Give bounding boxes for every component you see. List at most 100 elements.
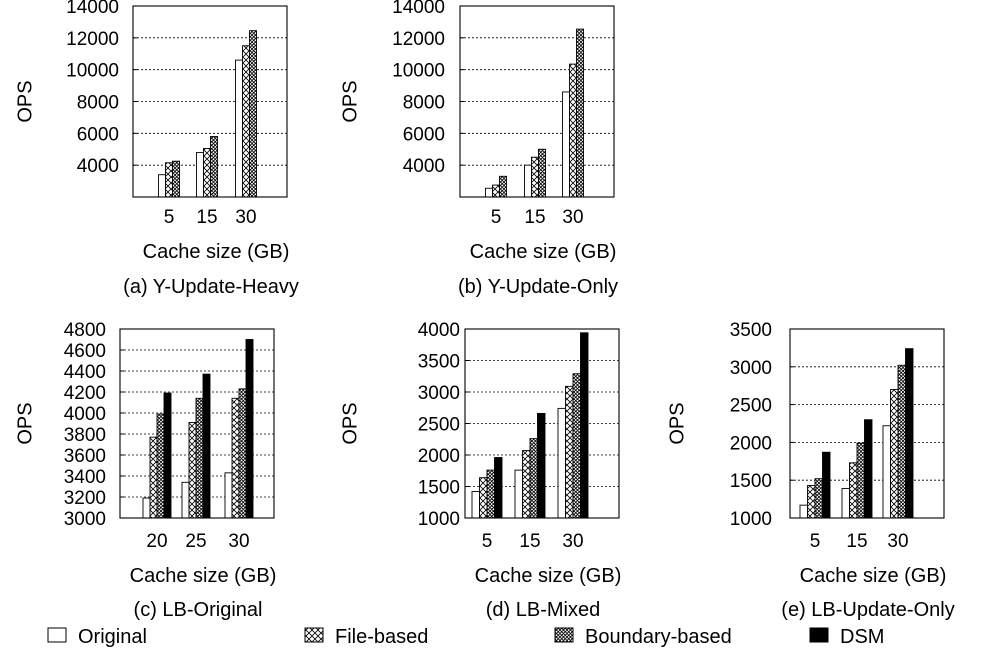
x-tick-label: 5 (482, 531, 493, 552)
x-tick-label: 30 (228, 531, 249, 552)
bar-boundary-based-15 (529, 438, 538, 519)
bar-boundary-based-30 (897, 364, 906, 519)
bar-original-5 (158, 174, 166, 198)
bar-file-based-30 (569, 63, 577, 198)
bar-file-based-30 (565, 385, 574, 519)
bar-boundary-based-15 (210, 136, 218, 198)
bar-dsm-5 (494, 457, 503, 519)
x-tick-label: 5 (491, 207, 502, 228)
y-tick-label: 2000 (730, 433, 772, 454)
y-axis-label: OPS (339, 80, 361, 122)
y-tick-label: 3000 (730, 358, 772, 379)
y-tick-label: 4000 (418, 320, 460, 341)
bar-dsm-25 (202, 373, 211, 519)
y-tick-label: 14000 (392, 0, 445, 18)
bar-original-5 (471, 491, 480, 519)
y-tick-label: 4600 (64, 341, 106, 362)
bar-original-30 (224, 472, 233, 519)
legend-item-dsm: DSM (809, 626, 884, 648)
bar-dsm-30 (245, 339, 254, 519)
bar-file-based-30 (231, 397, 240, 519)
bar-original-30 (557, 407, 566, 519)
y-tick-label: 1500 (418, 478, 460, 499)
y-tick-label: 4000 (64, 404, 106, 425)
y-tick-label: 10000 (392, 61, 445, 82)
y-tick-label: 3500 (418, 352, 460, 373)
legend-item-original: Original (47, 626, 147, 648)
panel-caption: (c) LB-Original (134, 599, 263, 621)
bar-original-15 (196, 151, 204, 198)
y-tick-label: 3000 (64, 509, 106, 530)
x-tick-label: 30 (235, 207, 256, 228)
bar-file-based-25 (188, 422, 197, 519)
legend-item-file-based: File-based (304, 626, 428, 648)
bar-file-based-5 (492, 184, 500, 198)
legend-label: Boundary-based (585, 626, 732, 648)
chart-panel-2: 4000 6000 8000 10000 12000 14000 5 15 30 Cache si… (339, 0, 618, 298)
y-tick-label: 3400 (64, 467, 106, 488)
x-tick-label: 15 (846, 531, 867, 552)
y-tick-label: 3500 (730, 320, 772, 341)
y-tick-label: 4000 (77, 156, 119, 177)
bar-original-15 (514, 469, 523, 519)
y-tick-label: 4000 (403, 156, 445, 177)
y-axis-label: OPS (339, 402, 361, 444)
bar-dsm-15 (864, 419, 873, 519)
panel-caption: (b) Y-Update-Only (458, 276, 618, 298)
bar-boundary-based-30 (576, 28, 584, 198)
chart-panel-4: 1000 1500 2000 2500 3000 3500 4000 5 15 30 Cache s… (339, 320, 621, 621)
y-tick-label: 2000 (418, 446, 460, 467)
y-tick-label: 1000 (418, 509, 460, 530)
chart-panel-5: 1000 1500 2000 2500 3000 3500 5 15 30 Cache size … (666, 320, 954, 621)
bar-file-based-5 (807, 485, 816, 519)
y-tick-label: 4800 (64, 320, 106, 341)
bar-original-30 (235, 59, 243, 198)
bar-dsm-30 (580, 332, 589, 519)
bar-boundary-based-5 (499, 175, 507, 198)
legend-swatch (554, 627, 574, 643)
panel-caption: (a) Y-Update-Heavy (123, 276, 299, 298)
bar-original-20 (142, 497, 151, 519)
bar-dsm-15 (537, 412, 546, 519)
y-tick-label: 1500 (730, 471, 772, 492)
bar-file-based-15 (522, 450, 531, 519)
legend-swatch (809, 627, 829, 643)
x-axis-label: Cache size (GB) (143, 241, 290, 263)
y-tick-label: 4400 (64, 362, 106, 383)
bar-dsm-5 (822, 451, 831, 519)
x-tick-label: 5 (164, 207, 175, 228)
bar-boundary-based-20 (156, 413, 165, 519)
x-tick-label: 25 (185, 531, 206, 552)
y-tick-label: 3000 (418, 383, 460, 404)
plot-frame (789, 328, 945, 519)
bar-boundary-based-25 (195, 397, 204, 519)
bar-dsm-20 (163, 392, 172, 519)
x-axis-label: Cache size (GB) (470, 241, 617, 263)
bar-boundary-based-15 (856, 442, 865, 519)
y-tick-label: 6000 (77, 124, 119, 145)
bar-original-5 (799, 504, 808, 519)
y-tick-label: 8000 (403, 93, 445, 114)
bar-file-based-15 (203, 148, 211, 198)
x-tick-label: 15 (524, 207, 545, 228)
bar-boundary-based-5 (172, 160, 180, 198)
bar-boundary-based-30 (572, 373, 581, 519)
bar-boundary-based-30 (238, 388, 247, 519)
y-tick-label: 8000 (77, 93, 119, 114)
bar-boundary-based-5 (814, 478, 823, 519)
chart-panel-3: 3000320034003600380040004200440046004800… (14, 320, 276, 621)
y-tick-label: 2500 (730, 396, 772, 417)
bar-original-30 (882, 425, 891, 519)
x-axis-label: Cache size (GB) (475, 565, 622, 587)
bar-file-based-15 (531, 156, 539, 198)
y-tick-label: 14000 (66, 0, 119, 18)
y-tick-label: 12000 (392, 29, 445, 50)
y-tick-label: 3600 (64, 446, 106, 467)
plot-frame (119, 328, 275, 519)
bar-boundary-based-15 (538, 148, 546, 198)
legend-label: DSM (840, 626, 884, 648)
y-axis-label: OPS (666, 402, 688, 444)
legend-item-boundary-based: Boundary-based (554, 626, 732, 648)
bar-file-based-5 (479, 477, 488, 519)
